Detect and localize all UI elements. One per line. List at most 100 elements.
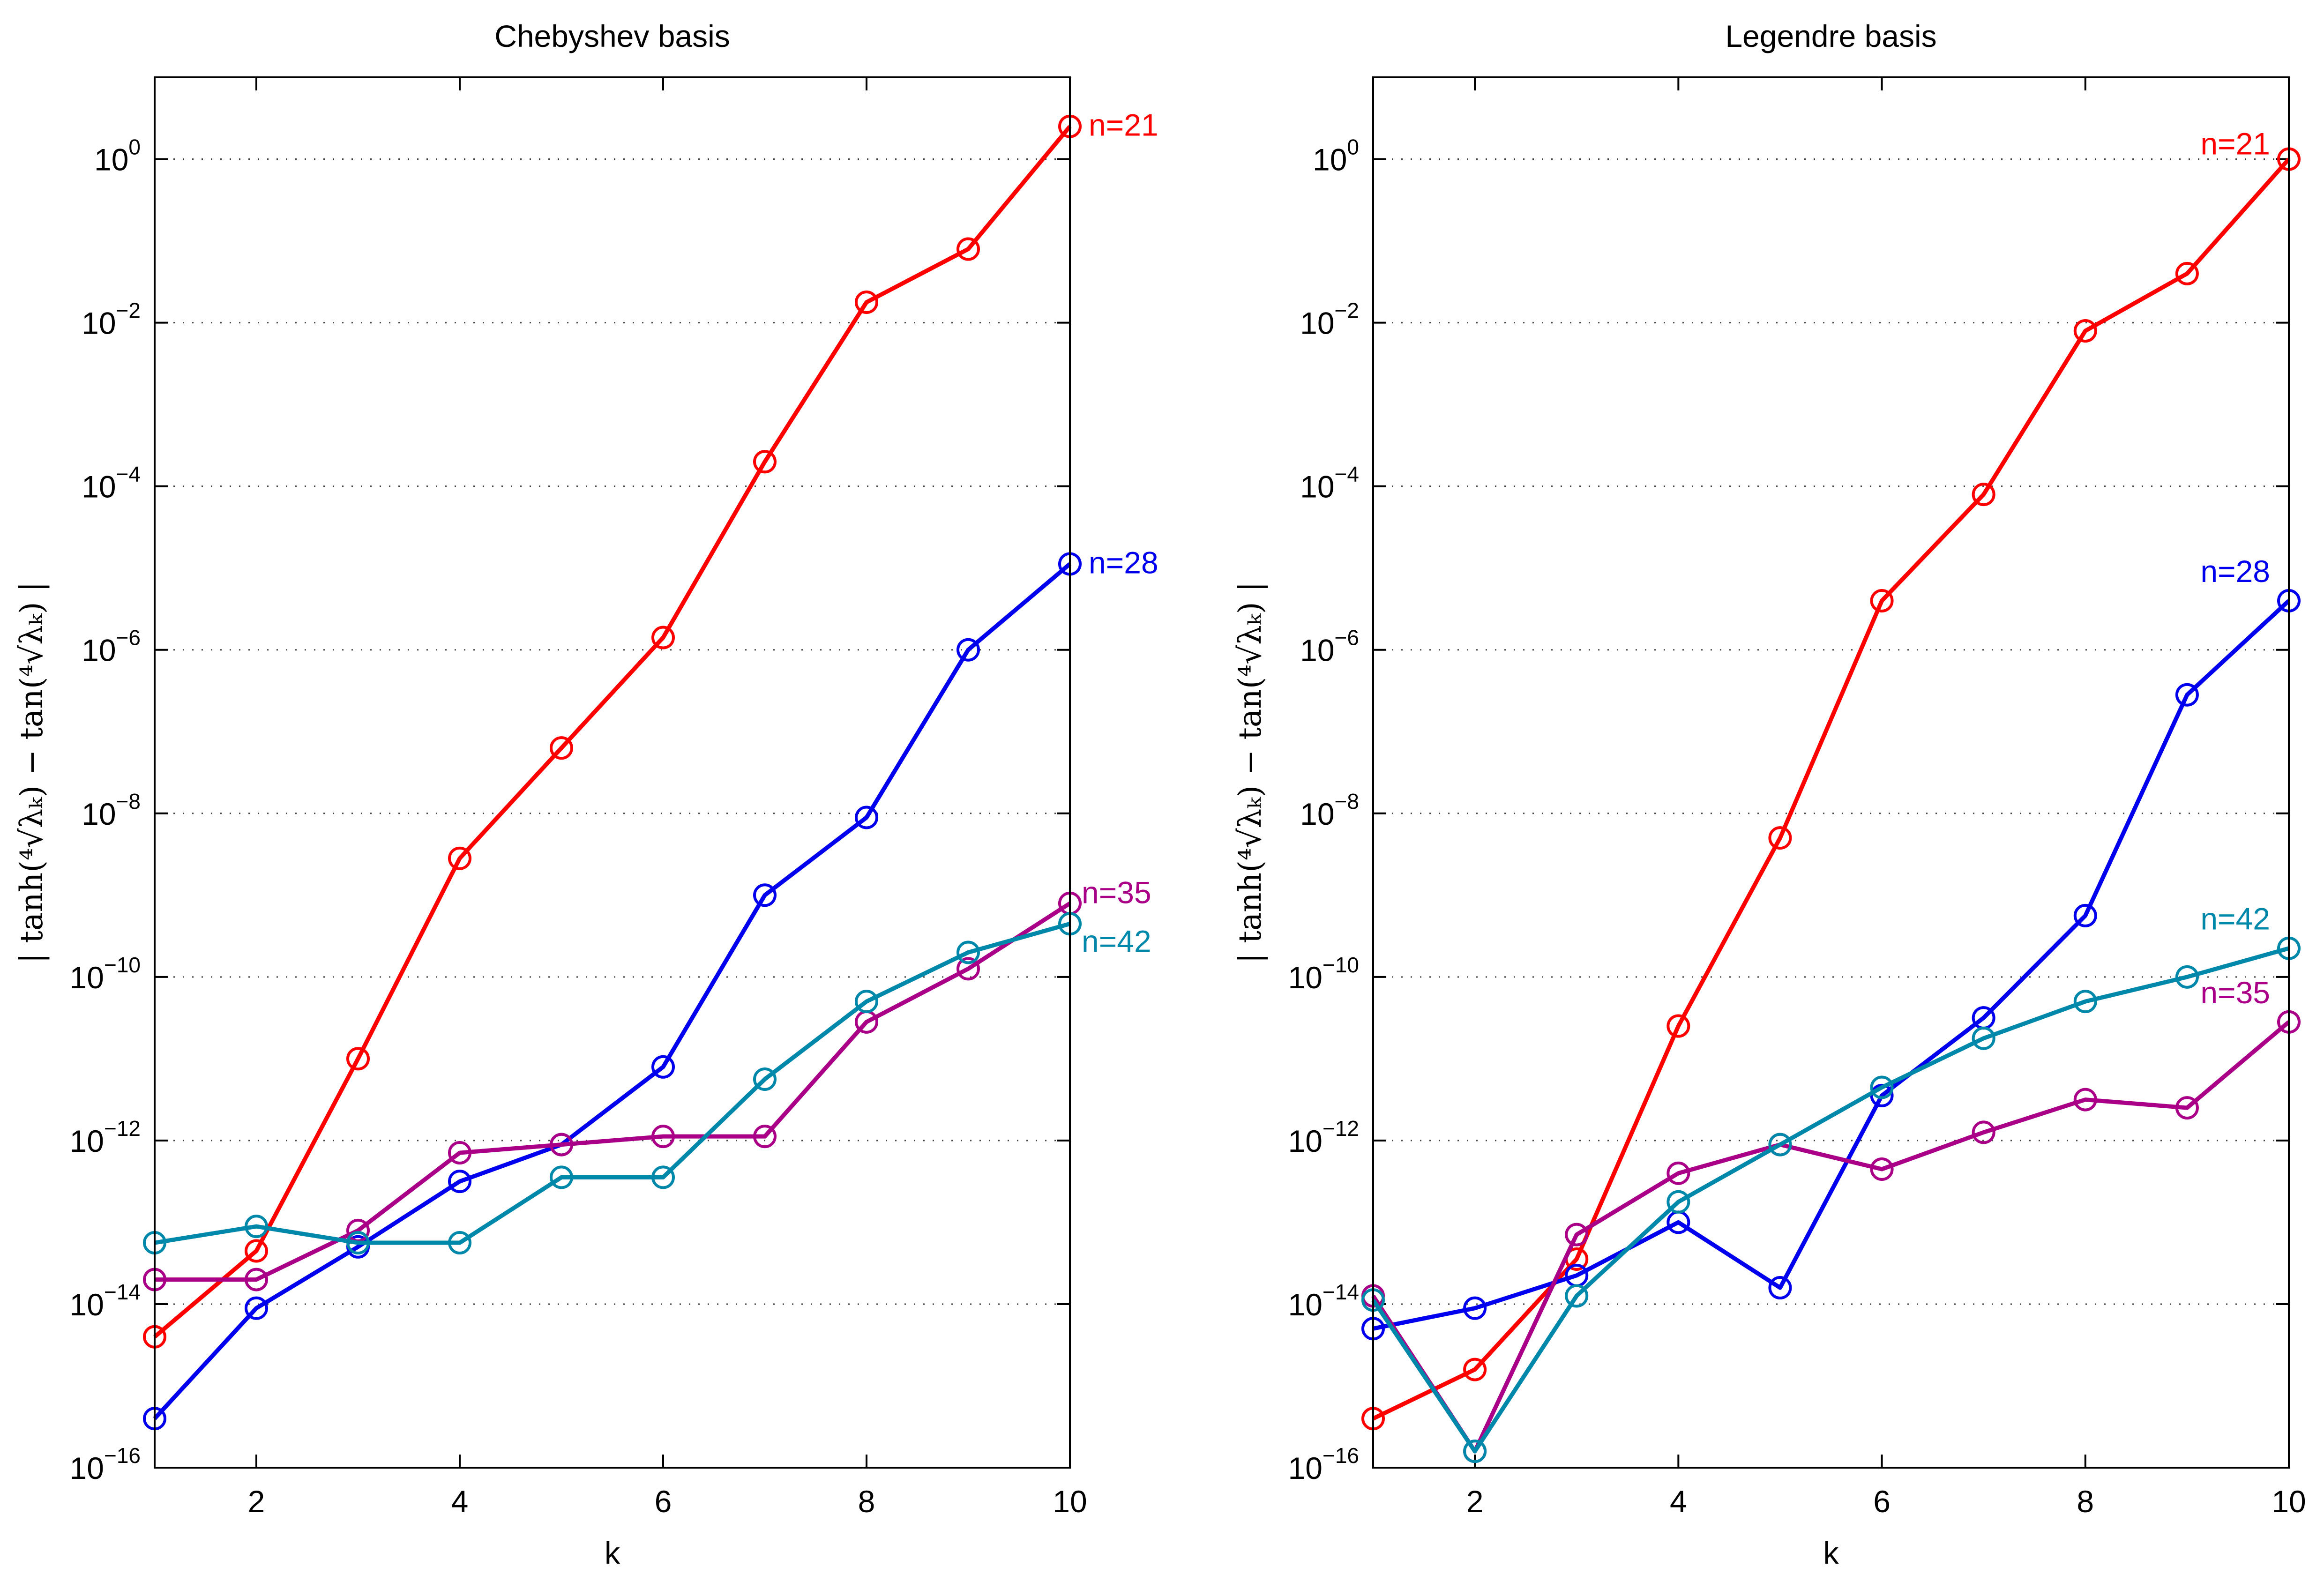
data-point bbox=[1666, 1161, 1690, 1185]
series-line-n=35 bbox=[1371, 1020, 2290, 1454]
data-point bbox=[1463, 1358, 1487, 1381]
x-axis-label: k bbox=[1823, 1536, 1839, 1570]
data-point bbox=[1972, 1026, 1995, 1050]
data-point bbox=[753, 1067, 777, 1091]
data-point bbox=[1666, 1014, 1690, 1038]
series-line-n=28 bbox=[1373, 599, 2291, 1331]
y-tick-label: 10−6 bbox=[82, 626, 141, 668]
data-point bbox=[1768, 1276, 1792, 1300]
legendre-panel: 10−16 10−14 10−12 10−10 10−8 10−6 10−4 10−2 100 2… bbox=[1232, 19, 2306, 1570]
data-point bbox=[245, 1268, 268, 1291]
y-tick-label: 10−6 bbox=[1300, 626, 1359, 668]
data-point bbox=[855, 990, 878, 1014]
data-point bbox=[346, 1231, 370, 1255]
y-tick-label: 10−16 bbox=[70, 1443, 141, 1485]
data-point bbox=[651, 1055, 675, 1079]
data-point bbox=[2073, 1088, 2097, 1112]
data-point bbox=[753, 450, 777, 474]
data-point bbox=[2073, 990, 2097, 1014]
data-point bbox=[550, 1133, 573, 1157]
x-tick-label: 4 bbox=[451, 1484, 469, 1519]
x-tick-label: 10 bbox=[1053, 1484, 1087, 1519]
y-axis-label: | tanh(⁴√λₖ) − tan(⁴√λₖ) | bbox=[14, 582, 50, 963]
data-point bbox=[1666, 1190, 1690, 1214]
y-tick-label: 10−2 bbox=[1300, 298, 1359, 341]
data-point bbox=[855, 290, 878, 314]
data-point bbox=[2175, 261, 2199, 285]
y-tick-label: 10−12 bbox=[70, 1116, 141, 1158]
data-point bbox=[2175, 965, 2199, 989]
series-label: n=35 bbox=[1082, 875, 1151, 910]
x-tick-label: 10 bbox=[2272, 1484, 2306, 1519]
x-tick-label: 2 bbox=[1466, 1484, 1484, 1519]
data-point bbox=[1463, 1296, 1487, 1320]
y-tick-label: 10−12 bbox=[1288, 1116, 1359, 1158]
y-tick-label: 10−10 bbox=[70, 953, 141, 995]
series-line-n=35 bbox=[155, 901, 1071, 1282]
y-tick-label: 10−4 bbox=[82, 462, 141, 504]
x-tick-label: 8 bbox=[858, 1484, 875, 1519]
data-point bbox=[448, 1231, 471, 1255]
y-tick-label: 10−2 bbox=[82, 298, 141, 341]
data-point bbox=[855, 806, 878, 829]
y-tick-label: 10−4 bbox=[1300, 462, 1359, 504]
x-axis-label: k bbox=[605, 1536, 620, 1570]
x-tick-label: 2 bbox=[248, 1484, 265, 1519]
data-point bbox=[1768, 1133, 1792, 1157]
series-line-n=42 bbox=[1371, 946, 2290, 1454]
series-line-n=21 bbox=[1372, 157, 2291, 1421]
chart-title: Legendre basis bbox=[1725, 19, 1936, 53]
series-line-n=42 bbox=[154, 922, 1071, 1245]
y-tick-label: 10−8 bbox=[82, 789, 141, 831]
x-tick-label: 8 bbox=[2077, 1484, 2094, 1519]
plot-area bbox=[1373, 77, 2289, 1468]
y-tick-label: 10−16 bbox=[1288, 1443, 1359, 1485]
data-point bbox=[448, 846, 471, 870]
data-point bbox=[245, 1296, 268, 1320]
x-tick-label: 6 bbox=[655, 1484, 672, 1519]
data-point bbox=[1565, 1223, 1589, 1246]
data-point bbox=[346, 1047, 370, 1071]
data-point bbox=[550, 1165, 573, 1189]
data-point bbox=[1768, 826, 1792, 850]
series-label: n=35 bbox=[2200, 975, 2270, 1010]
data-point bbox=[1463, 1440, 1487, 1463]
data-point bbox=[1870, 1157, 1894, 1181]
x-tick-label: 6 bbox=[1873, 1484, 1891, 1519]
data-point bbox=[245, 1239, 268, 1263]
chart-title: Chebyshev basis bbox=[494, 19, 730, 53]
data-point bbox=[1565, 1284, 1589, 1308]
data-point bbox=[448, 1141, 471, 1165]
data-point bbox=[957, 638, 980, 662]
data-point bbox=[753, 1125, 777, 1149]
axes-frame bbox=[154, 76, 1071, 1469]
data-point bbox=[2175, 1096, 2199, 1120]
y-tick-label: 10−14 bbox=[1288, 1280, 1359, 1322]
data-point bbox=[651, 626, 675, 649]
y-tick-label: 10−14 bbox=[70, 1280, 141, 1322]
data-point bbox=[1870, 1075, 1894, 1099]
series-label: n=42 bbox=[1082, 924, 1151, 958]
data-point bbox=[550, 736, 573, 760]
series-label: n=21 bbox=[2200, 127, 2270, 161]
chebyshev-panel: 10−16 10−14 10−12 10−10 10−8 10−6 10−4 10−2 100 2… bbox=[14, 19, 1158, 1570]
data-point bbox=[651, 1165, 675, 1189]
x-tick-label: 4 bbox=[1670, 1484, 1687, 1519]
data-point bbox=[2175, 683, 2199, 707]
data-point bbox=[1972, 483, 1995, 507]
data-point bbox=[651, 1125, 675, 1149]
y-tick-label: 100 bbox=[1313, 135, 1359, 177]
data-point bbox=[448, 1170, 471, 1194]
data-point bbox=[957, 957, 980, 981]
axes-frame bbox=[1372, 76, 2290, 1469]
y-axis-label: | tanh(⁴√λₖ) − tan(⁴√λₖ) | bbox=[1232, 582, 1268, 963]
data-point bbox=[2073, 319, 2097, 343]
series-label: n=21 bbox=[1089, 108, 1158, 142]
data-point bbox=[753, 883, 777, 907]
data-point bbox=[1972, 1120, 1995, 1144]
series-line-n=28 bbox=[153, 562, 1071, 1420]
data-point bbox=[1870, 589, 1894, 612]
plot-area bbox=[155, 77, 1070, 1468]
data-point bbox=[2073, 903, 2097, 927]
